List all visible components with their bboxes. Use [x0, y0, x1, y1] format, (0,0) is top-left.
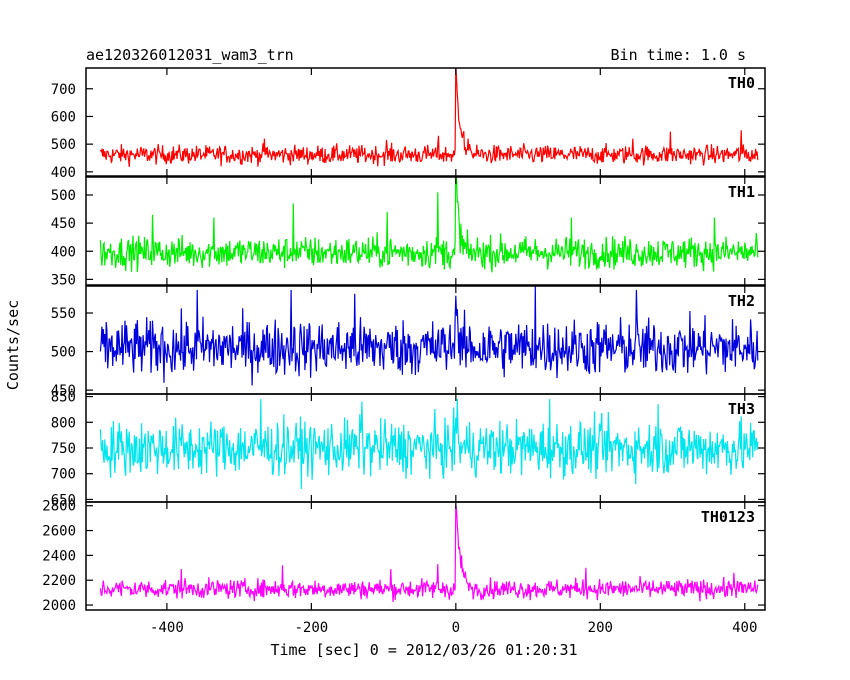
- series-line-th2: [99, 286, 759, 386]
- y-tick-label: 700: [51, 467, 76, 483]
- panel-name-label: TH1: [728, 183, 755, 201]
- y-tick-label: 2200: [42, 573, 76, 589]
- x-tick-label: -400: [150, 620, 184, 636]
- y-tick-label: 500: [51, 137, 76, 153]
- panel-name-label: TH3: [728, 400, 755, 418]
- panels-group: 400 500 600 700 TH0 350 400 450 500 TH1 450 500 550 T…: [42, 67, 766, 614]
- y-tick-label: 450: [51, 216, 76, 232]
- x-axis: -400 -200 0 200 400: [150, 620, 757, 636]
- panel-name-label: TH2: [728, 292, 755, 310]
- panel-th0: 400 500 600 700 TH0: [51, 67, 766, 181]
- y-tick-label: 2800: [42, 499, 76, 515]
- y-tick-label: 800: [51, 415, 76, 431]
- y-tick-label: 700: [51, 82, 76, 98]
- panel-th2: 450 500 550 TH2: [51, 285, 766, 399]
- panel-th3: 650 700 750 800 850 TH3: [51, 390, 766, 508]
- x-tick-label: 400: [732, 620, 757, 636]
- y-tick-label: 2400: [42, 548, 76, 564]
- y-tick-label: 550: [51, 306, 76, 322]
- y-tick-label: 2000: [42, 598, 76, 614]
- y-tick-label: 400: [51, 244, 76, 260]
- y-tick-label: 850: [51, 390, 76, 406]
- bin-time-label: Bin time: 1.0 s: [611, 46, 746, 64]
- y-tick-label: 400: [51, 165, 76, 181]
- panel-th0123: 2000 2200 2400 2600 2800 TH0123: [42, 499, 766, 614]
- x-tick-label: 0: [452, 620, 460, 636]
- y-tick-label: 500: [51, 345, 76, 361]
- series-line-th3: [99, 398, 759, 490]
- panel-frame: [85, 501, 766, 611]
- panel-th1: 350 400 450 500 TH1: [51, 176, 766, 288]
- y-tick-label: 2600: [42, 524, 76, 540]
- x-tick-label: 200: [588, 620, 613, 636]
- panel-name-label: TH0: [728, 74, 755, 92]
- y-tick-label: 500: [51, 188, 76, 204]
- y-tick-label: 650: [51, 492, 76, 508]
- y-tick-label: 350: [51, 272, 76, 288]
- x-axis-label: Time [sec] 0 = 2012/03/26 01:20:31: [270, 641, 577, 659]
- y-tick-label: 450: [51, 383, 76, 399]
- panel-frame: [85, 176, 766, 286]
- series-line-th0: [99, 68, 759, 167]
- panel-frame: [85, 67, 766, 177]
- series-line-th0123: [99, 503, 759, 603]
- chart-title: ae120326012031_wam3_trn: [86, 46, 294, 64]
- y-tick-label: 750: [51, 441, 76, 457]
- panel-name-label: TH0123: [701, 508, 755, 526]
- y-tick-label: 600: [51, 109, 76, 125]
- y-axis-label: Counts/sec: [4, 300, 22, 390]
- x-tick-label: -200: [295, 620, 329, 636]
- series-line-th1: [99, 177, 759, 273]
